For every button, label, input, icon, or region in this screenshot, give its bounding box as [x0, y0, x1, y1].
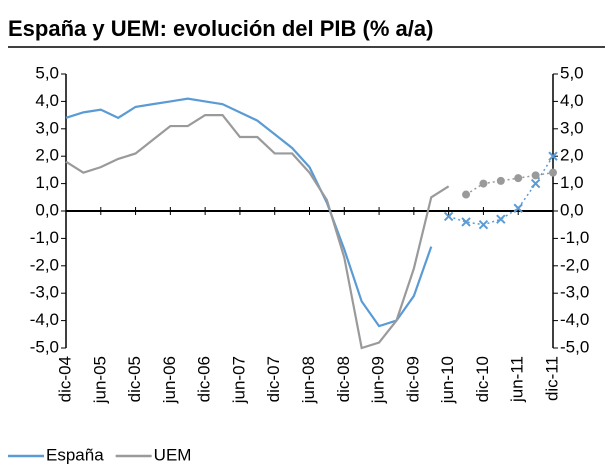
x-tick-label: jun-09 — [369, 356, 388, 404]
x-tick-label: jun-07 — [229, 356, 248, 404]
y2-tick-label: -4,0 — [560, 310, 589, 329]
forecast-marker — [462, 190, 471, 199]
y2-tick-label: -2,0 — [560, 255, 589, 274]
y-tick-label: -2,0 — [30, 255, 59, 274]
x-tick-label: dic-08 — [334, 356, 353, 402]
y2-tick-label: 5,0 — [560, 63, 584, 82]
y-tick-label: -3,0 — [30, 283, 59, 302]
legend-label: España — [46, 445, 104, 464]
x-tick-label: dic-07 — [264, 356, 283, 402]
forecast-marker — [443, 211, 454, 222]
legend-label: UEM — [154, 445, 192, 464]
y-tick-label: -5,0 — [30, 337, 59, 356]
y2-tick-label: -3,0 — [560, 283, 589, 302]
forecast-marker — [513, 203, 523, 213]
x-tick-label: dic-04 — [55, 356, 74, 402]
chart-title: España y UEM: evolución del PIB (% a/a) — [8, 16, 433, 41]
x-tick-label: jun-08 — [299, 356, 318, 404]
y2-tick-label: 1,0 — [560, 173, 584, 192]
y2-tick-label: 2,0 — [560, 146, 584, 165]
y-tick-label: 4,0 — [35, 91, 59, 110]
y-tick-label: -4,0 — [30, 310, 59, 329]
y-tick-label: 5,0 — [35, 63, 59, 82]
y-tick-label: 2,0 — [35, 146, 59, 165]
y2-tick-label: 0,0 — [560, 200, 584, 219]
y-tick-label: 1,0 — [35, 173, 59, 192]
x-tick-label: jun-11 — [508, 356, 527, 403]
x-tick-label: dic-05 — [125, 356, 144, 402]
x-tick-label: jun-10 — [438, 356, 457, 404]
series-line — [65, 97, 433, 328]
y2-tick-label: 4,0 — [560, 91, 584, 110]
x-tick-label: jun-05 — [90, 356, 109, 404]
forecast-marker — [479, 179, 488, 188]
forecast-marker — [496, 214, 506, 224]
forecast-line — [448, 155, 554, 226]
series-line — [65, 114, 450, 350]
forecast-marker — [461, 217, 471, 227]
forecast-marker — [530, 178, 541, 189]
y-tick-label: 3,0 — [35, 118, 59, 137]
x-tick-label: jun-06 — [160, 356, 179, 404]
x-tick-label: dic-10 — [473, 356, 492, 402]
y2-tick-label: -5,0 — [560, 337, 589, 356]
x-tick-label: dic-06 — [195, 356, 214, 402]
y-tick-label: -1,0 — [30, 228, 59, 247]
forecast-marker — [549, 168, 557, 177]
x-tick-label: dic-11 — [542, 356, 561, 401]
y2-tick-label: -1,0 — [560, 228, 589, 247]
forecast-marker — [496, 176, 505, 185]
forecast-marker — [548, 151, 558, 161]
forecast-marker — [514, 174, 523, 183]
x-tick-label: dic-09 — [403, 356, 422, 402]
forecast-marker — [531, 171, 540, 180]
forecast-marker — [478, 219, 489, 230]
forecast-line — [465, 171, 554, 196]
y2-tick-label: 3,0 — [560, 118, 584, 137]
y-tick-label: 0,0 — [35, 200, 59, 219]
